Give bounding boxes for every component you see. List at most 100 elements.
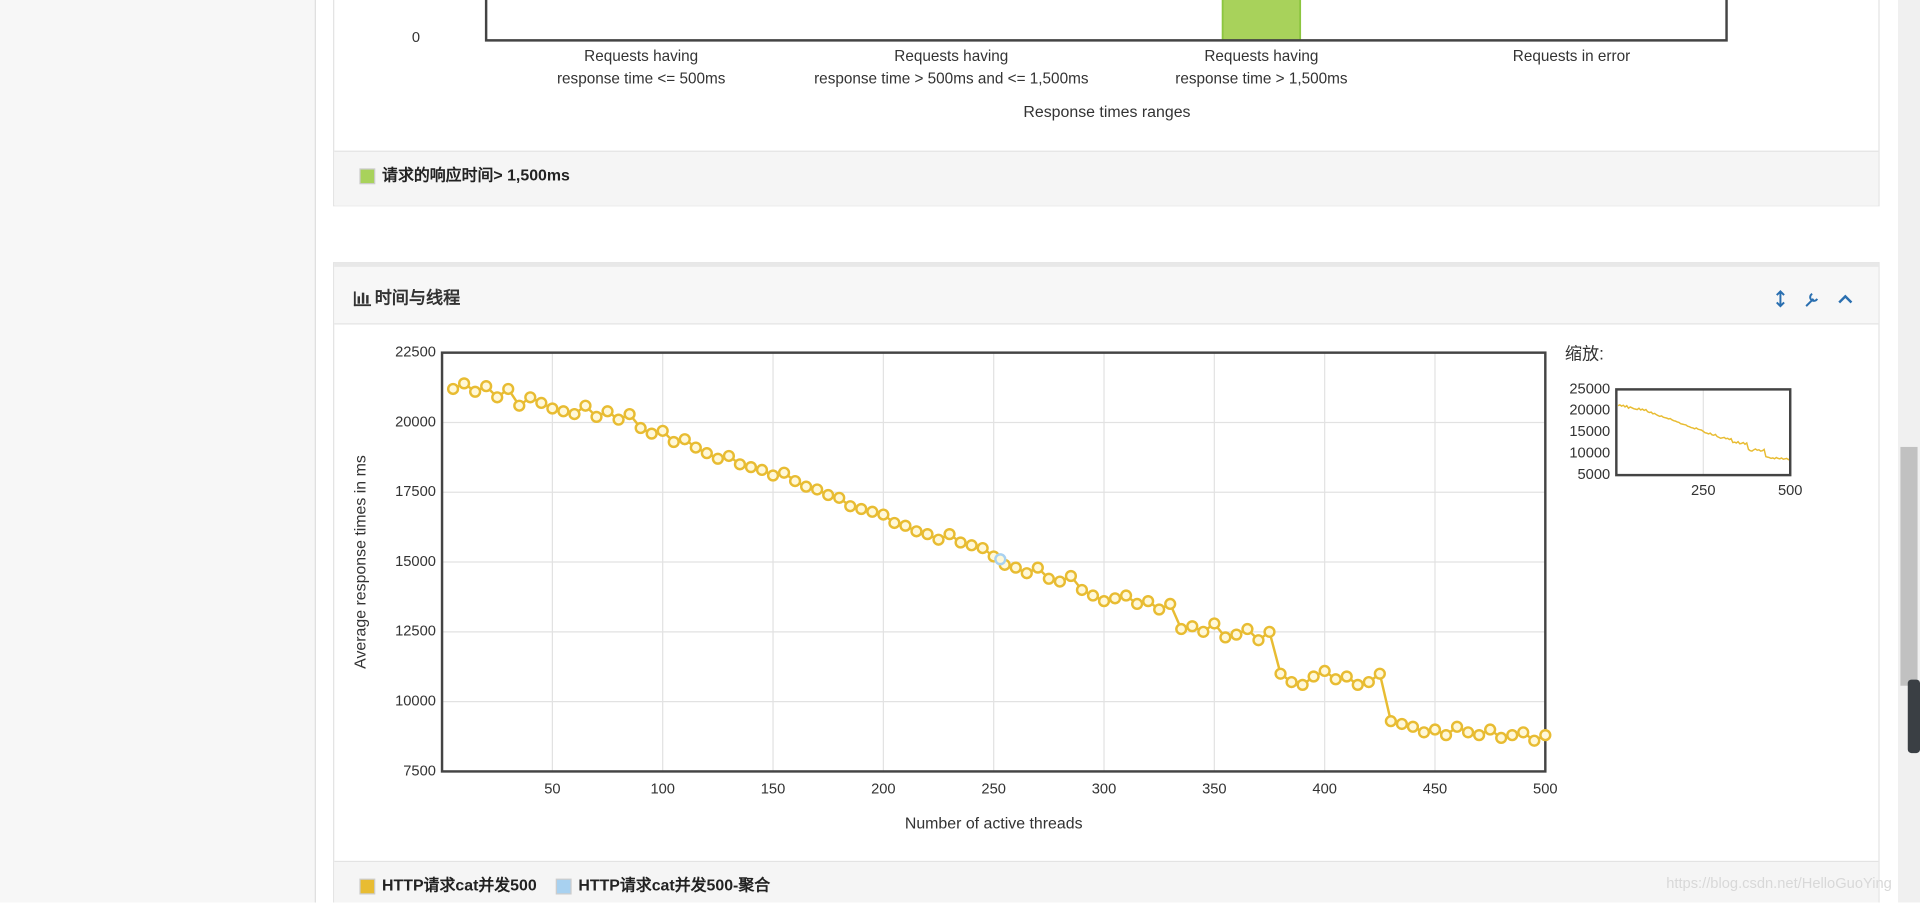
point — [469, 385, 482, 398]
point — [994, 553, 1007, 566]
legend-bar — [334, 860, 1879, 903]
legend-swatch — [359, 168, 376, 185]
point — [877, 508, 890, 521]
x-tick-label: 500 — [1533, 782, 1558, 798]
settings-icon[interactable] — [1805, 292, 1819, 307]
panel-top-border — [334, 262, 1879, 267]
point — [546, 402, 559, 415]
point — [1274, 667, 1287, 680]
point — [446, 382, 460, 396]
point — [1461, 726, 1475, 739]
panel-tools — [1776, 290, 1853, 308]
bar — [1221, 0, 1302, 42]
point — [1086, 589, 1100, 602]
x-tick-label: 150 — [761, 782, 786, 798]
point — [1197, 625, 1210, 638]
plot-frame — [440, 351, 1547, 773]
point — [1484, 723, 1497, 736]
point — [1495, 731, 1508, 745]
plot-frame — [484, 0, 1728, 42]
point — [766, 469, 780, 482]
overview-line — [1617, 403, 1791, 461]
point — [480, 380, 493, 393]
point — [579, 399, 592, 412]
point — [811, 483, 824, 496]
point — [1219, 631, 1232, 644]
y-tick-label: 7500 — [403, 763, 436, 779]
y-tick-label: 22500 — [395, 345, 436, 361]
point — [1472, 729, 1486, 742]
point — [921, 528, 934, 541]
point — [1241, 622, 1254, 636]
point — [1417, 726, 1431, 739]
point — [1439, 729, 1453, 742]
point — [557, 405, 570, 418]
y-tick-label: 15000 — [1569, 424, 1610, 440]
point — [678, 433, 691, 446]
point — [1164, 597, 1177, 611]
point — [667, 435, 680, 449]
point — [954, 536, 967, 549]
x-tick-label: Requests having response time > 500ms an… — [814, 47, 1089, 87]
point — [1263, 625, 1276, 638]
y-tick-label: 15000 — [395, 554, 436, 570]
point — [612, 413, 625, 426]
point — [1208, 617, 1221, 630]
point — [1142, 595, 1155, 608]
panel-time-threads — [333, 262, 1880, 903]
x-tick-label: 400 — [1312, 782, 1337, 798]
point — [844, 500, 857, 513]
point — [1539, 729, 1552, 742]
x-axis-title: Number of active threads — [905, 815, 1083, 832]
legend-label: 请求的响应时间> 1,500ms — [382, 166, 570, 185]
point — [800, 480, 813, 493]
y-tick-label: 0 — [412, 30, 420, 46]
point — [1097, 595, 1111, 608]
legend-label: HTTP请求cat并发500-聚合 — [578, 876, 770, 895]
point — [568, 407, 581, 421]
chart-icon — [353, 291, 372, 307]
point — [866, 505, 879, 518]
point — [1042, 572, 1055, 585]
legend-swatch — [359, 878, 376, 895]
point — [1406, 720, 1420, 733]
point — [1395, 717, 1409, 731]
point — [910, 525, 923, 538]
point — [513, 399, 526, 412]
scrollbar-thumb[interactable] — [1900, 446, 1918, 686]
point — [711, 452, 724, 465]
x-tick-label: 450 — [1423, 782, 1448, 798]
resize-icon[interactable] — [1776, 290, 1785, 308]
point — [855, 502, 868, 516]
y-tick-label: 10000 — [395, 694, 436, 710]
point — [689, 441, 702, 454]
point — [1296, 678, 1309, 692]
point — [733, 458, 747, 471]
y-tick-label: 25000 — [1569, 381, 1610, 397]
point — [1053, 575, 1067, 588]
panel-title: 时间与线程 — [375, 287, 461, 307]
point — [1186, 620, 1199, 633]
point — [1119, 589, 1133, 602]
point — [601, 405, 614, 418]
point — [932, 533, 945, 546]
y-axis-title: Average response times in ms — [352, 455, 369, 669]
y-tick-label: 20000 — [1569, 403, 1610, 419]
collapse-icon[interactable] — [1838, 294, 1853, 304]
point — [457, 377, 471, 390]
point — [1031, 561, 1044, 574]
point — [535, 396, 548, 410]
point — [788, 474, 802, 488]
point — [634, 421, 647, 435]
x-tick-label: 300 — [1092, 782, 1117, 798]
legend-label: HTTP请求cat并发500 — [382, 876, 537, 895]
x-tick-label: 200 — [871, 782, 896, 798]
x-tick-label: 350 — [1202, 782, 1227, 798]
point — [1009, 561, 1022, 574]
point — [590, 410, 603, 423]
widget[interactable] — [1907, 679, 1920, 754]
legend-swatch — [555, 878, 572, 895]
x-tick-label: 100 — [650, 782, 675, 798]
y-tick-label: 5000 — [1578, 467, 1611, 483]
